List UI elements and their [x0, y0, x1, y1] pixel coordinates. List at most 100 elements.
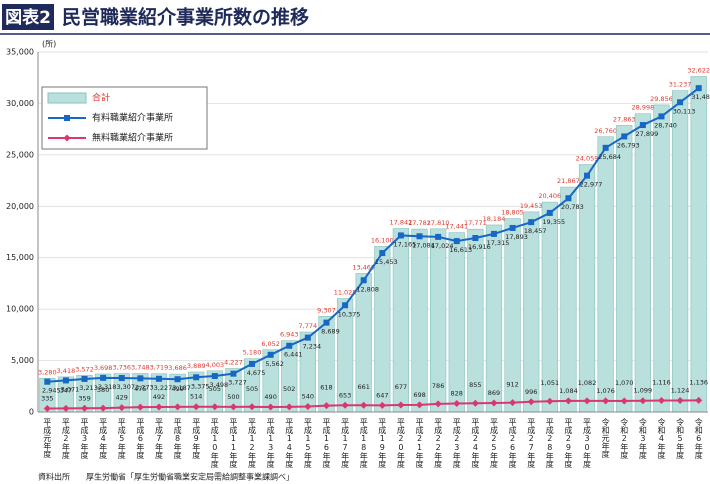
line — [47, 87, 700, 383]
marker — [267, 403, 275, 411]
figure-label-box — [2, 4, 54, 30]
x-tick-label: 平成4年度 — [99, 418, 108, 460]
marker — [192, 403, 200, 411]
value-label: 500 — [227, 393, 239, 401]
value-label: 16,916 — [468, 243, 491, 251]
marker — [677, 99, 684, 106]
value-label: 17,771 — [464, 219, 487, 227]
value-label: 1,124 — [671, 386, 690, 394]
bar — [355, 273, 372, 413]
value-label: 17,842 — [390, 218, 413, 226]
value-label: 1,084 — [559, 387, 578, 395]
value-label: 786 — [432, 382, 444, 390]
marker — [136, 403, 144, 411]
marker — [174, 376, 181, 383]
value-label: 6,441 — [284, 351, 303, 359]
marker — [379, 250, 386, 257]
value-label: 1,076 — [596, 387, 615, 395]
value-label: 3,318 — [98, 383, 117, 391]
x-tick-label: 平成11年度 — [229, 418, 238, 469]
value-label: 3,280 — [38, 368, 57, 376]
x-tick-label: 平成26年度 — [508, 418, 517, 469]
marker — [546, 397, 554, 405]
source: 資料出所 厚生労働省「厚生労働省職業安定局需給調整事業課調べ」 — [38, 472, 294, 482]
marker — [360, 401, 368, 409]
value-label: 17,810 — [427, 219, 450, 227]
marker — [62, 377, 69, 384]
value-label: 26,760 — [594, 127, 617, 135]
x-tick-label: 令和2年度 — [620, 417, 629, 460]
marker — [509, 399, 517, 407]
value-label: 5,180 — [243, 349, 262, 357]
value-label: 912 — [506, 381, 518, 389]
marker — [564, 397, 572, 405]
x-tick-label: 令和4年度 — [657, 417, 666, 460]
marker — [471, 399, 479, 407]
value-label: 618 — [320, 384, 332, 392]
value-label: 3,071 — [61, 385, 80, 393]
bar — [448, 232, 465, 413]
value-label: 661 — [357, 383, 369, 391]
x-tick-label: 平成20年度 — [396, 418, 405, 469]
value-label: 4,227 — [224, 359, 243, 367]
y-tick-label: 10,000 — [6, 305, 34, 314]
value-label: 3,698 — [94, 364, 113, 372]
marker — [304, 334, 311, 341]
marker — [658, 113, 665, 120]
value-label: 2,945 — [42, 387, 61, 395]
marker — [584, 172, 591, 179]
x-tick-label: 平成23年度 — [452, 418, 461, 469]
bar — [634, 113, 651, 413]
marker — [249, 360, 256, 367]
marker — [285, 403, 293, 411]
value-label: 1,082 — [578, 379, 597, 387]
value-label: 540 — [302, 392, 314, 400]
marker — [490, 399, 498, 407]
value-label: 347 — [60, 386, 72, 394]
marker — [453, 238, 460, 245]
marker — [248, 403, 256, 411]
y-unit: (所) — [42, 39, 56, 49]
bar — [690, 76, 707, 413]
x-tick-label: 平成25年度 — [489, 418, 498, 469]
value-label: 9,307 — [317, 306, 336, 314]
marker — [211, 373, 218, 380]
value-label: 4,003 — [206, 361, 225, 369]
value-label: 505 — [246, 385, 258, 393]
value-label: 16,100 — [371, 236, 394, 244]
bar — [671, 90, 689, 413]
marker — [267, 351, 274, 358]
value-label: 25,684 — [598, 153, 621, 161]
x-tick-label: 平成9年度 — [192, 418, 201, 460]
marker — [81, 404, 89, 412]
marker — [81, 375, 88, 382]
marker — [565, 195, 572, 202]
marker — [397, 401, 405, 409]
value-label: 359 — [78, 394, 90, 402]
value-label: 5,562 — [265, 360, 284, 368]
marker — [397, 232, 404, 239]
bar — [374, 246, 391, 413]
marker — [621, 133, 628, 140]
y-tick-label: 0 — [29, 408, 34, 417]
value-label: 490 — [264, 393, 276, 401]
value-label: 17,165 — [394, 240, 417, 248]
value-label: 3,572 — [75, 365, 94, 373]
value-label: 855 — [469, 381, 481, 389]
bar — [653, 104, 670, 413]
value-label: 29,856 — [650, 95, 673, 103]
marker — [657, 397, 665, 405]
marker — [602, 397, 610, 405]
value-label: 17,782 — [408, 219, 431, 227]
marker — [342, 302, 349, 309]
x-tick-label: 平成29年度 — [564, 418, 573, 469]
x-tick-label: 平成30年度 — [583, 418, 592, 469]
value-label: 17,315 — [487, 239, 510, 247]
value-label: 18,805 — [501, 209, 524, 217]
value-label: 335 — [41, 395, 53, 403]
value-label: 19,355 — [542, 218, 565, 226]
value-label: 11,028 — [334, 289, 357, 297]
marker — [528, 219, 535, 226]
bar — [485, 224, 503, 413]
marker — [620, 397, 628, 405]
